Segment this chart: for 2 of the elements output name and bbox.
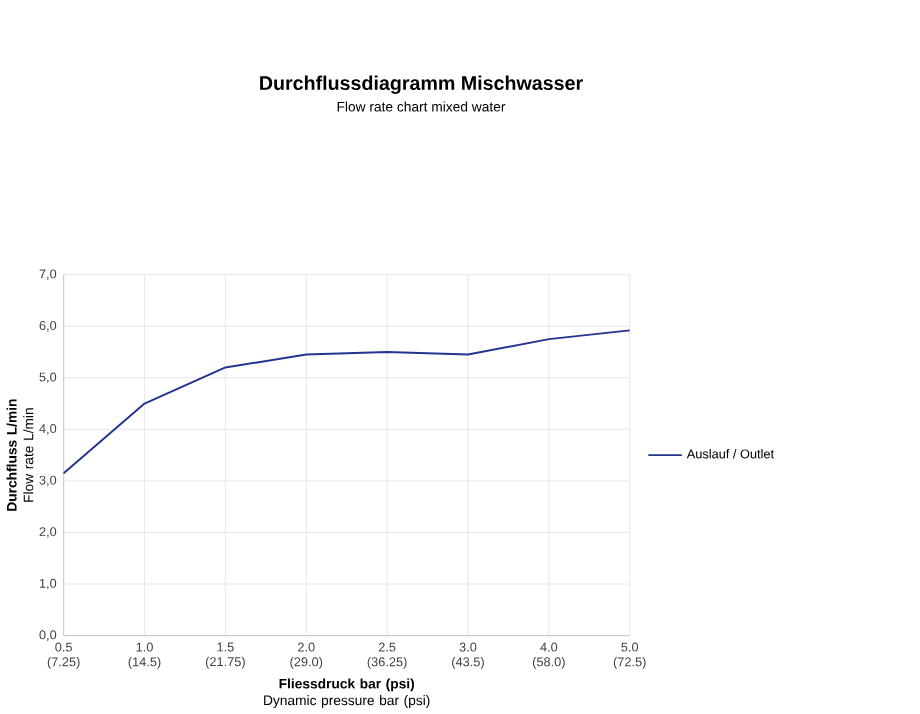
line-series xyxy=(62,329,631,474)
chart-title: Durchflussdiagramm Mischwasser xyxy=(260,75,583,94)
